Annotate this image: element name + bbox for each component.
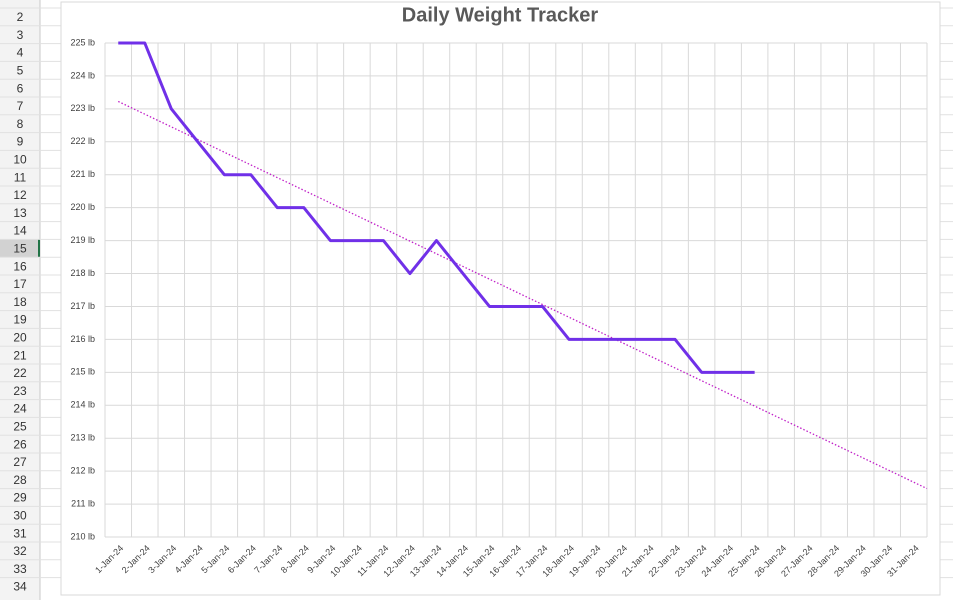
row-number: 22 (13, 366, 27, 380)
row-number: 23 (13, 384, 27, 398)
row-number: 32 (13, 544, 27, 558)
y-tick-label: 212 lb (70, 466, 95, 476)
row-number: 11 (14, 170, 27, 184)
row-number: 34 (13, 580, 27, 594)
row-header-column (0, 0, 40, 600)
selected-row-marker (38, 239, 40, 258)
selected-row-header (0, 239, 40, 258)
y-tick-label: 224 lb (70, 70, 95, 80)
row-number: 9 (17, 135, 24, 149)
y-tick-label: 218 lb (70, 268, 95, 278)
row-number: 2 (17, 10, 24, 24)
row-number: 7 (17, 99, 24, 113)
y-tick-label: 216 lb (70, 334, 95, 344)
trendline (117, 100, 928, 490)
row-number: 19 (13, 313, 27, 327)
row-number: 33 (13, 562, 27, 576)
row-number: 16 (13, 259, 27, 273)
row-number: 24 (13, 402, 27, 416)
chart-title: Daily Weight Tracker (402, 4, 599, 26)
y-tick-label: 217 lb (70, 301, 95, 311)
row-number: 21 (13, 348, 27, 362)
y-tick-label: 221 lb (70, 169, 95, 179)
row-number: 18 (13, 295, 27, 309)
row-number: 28 (13, 473, 27, 487)
row-number: 26 (13, 437, 27, 451)
y-tick-label: 213 lb (70, 433, 95, 443)
row-number: 4 (17, 46, 24, 60)
row-number: 5 (17, 63, 24, 77)
y-tick-label: 211 lb (71, 498, 95, 508)
row-number: 15 (13, 241, 27, 255)
y-tick-label: 210 lb (70, 531, 95, 541)
row-number: 20 (13, 330, 27, 344)
row-number: 3 (17, 28, 24, 42)
data-line (118, 41, 755, 374)
row-number: 29 (13, 491, 27, 505)
row-number: 31 (13, 526, 27, 540)
y-tick-label: 222 lb (70, 136, 95, 146)
row-number: 6 (17, 81, 24, 95)
row-number: 12 (13, 188, 27, 202)
plot: 210 lb 211 lb 212 lb 213 lb 214 lb 215 lb 216 … (70, 37, 928, 579)
row-number: 8 (17, 117, 24, 131)
row-number: 30 (13, 508, 27, 522)
row-number: 10 (13, 152, 27, 166)
row-number: 25 (13, 419, 27, 433)
row-number: 14 (13, 224, 27, 238)
y-tick-label: 219 lb (70, 235, 95, 245)
y-tick-label: 215 lb (70, 367, 95, 377)
chart-area[interactable] (60, 1, 941, 596)
y-tick-label: 220 lb (70, 202, 95, 212)
row-number: 17 (13, 277, 27, 291)
row-number: 13 (13, 206, 27, 220)
y-tick-label: 223 lb (70, 103, 95, 113)
y-tick-label: 225 lb (70, 37, 95, 47)
row-number: 27 (13, 455, 27, 469)
y-tick-label: 214 lb (70, 400, 95, 410)
